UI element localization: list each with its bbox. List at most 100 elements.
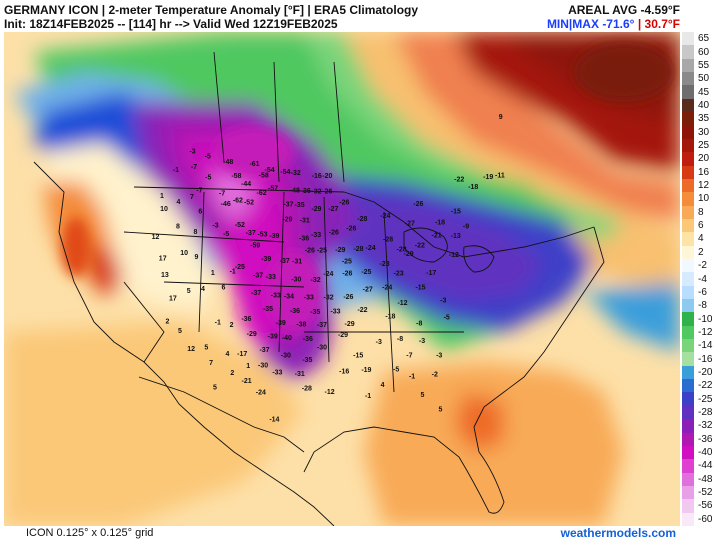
state-line-g	[383, 211, 395, 393]
anomaly-value: 2	[230, 370, 234, 377]
gulf-coastline	[303, 426, 505, 514]
areal-average: AREAL AVG -4.59°F	[568, 3, 680, 17]
colorbar-label: -52	[698, 487, 713, 499]
anomaly-value: -24	[256, 389, 266, 396]
footer: ICON 0.125° x 0.125° grid weathermodels.…	[0, 526, 720, 540]
anomaly-value: -29	[338, 332, 348, 339]
anomaly-value: -40	[282, 335, 292, 342]
anomaly-value: -36	[241, 316, 251, 323]
colorbar-label: -44	[698, 460, 713, 472]
anomaly-value: -1	[409, 373, 415, 380]
anomaly-value: -24	[382, 284, 392, 291]
anomaly-value: 5	[187, 288, 191, 295]
anomaly-value: 1	[160, 193, 164, 200]
anomaly-value: -32	[291, 170, 301, 177]
anomaly-value: -7	[406, 352, 412, 359]
anomaly-value: -31	[300, 218, 310, 225]
anomaly-value: -18	[385, 314, 395, 321]
colorbar-label: -4	[698, 273, 707, 285]
anomaly-value: -3	[212, 223, 218, 230]
anomaly-value: -32	[324, 295, 334, 302]
anomaly-value: 5	[204, 345, 208, 352]
anomaly-value: -53	[257, 232, 267, 239]
anomaly-value: -25	[361, 269, 371, 276]
anomaly-value: -58	[259, 172, 269, 179]
anomaly-value: -32	[312, 189, 322, 196]
anomaly-value: -3	[419, 338, 425, 345]
colorbar-swatch	[682, 512, 694, 527]
colorbar-label: 10	[698, 193, 710, 205]
anomaly-value: -12	[397, 300, 407, 307]
colorbar-label: 30	[698, 126, 710, 138]
colorbar-swatch	[682, 405, 694, 420]
anomaly-value: 7	[190, 194, 194, 201]
anomaly-value: -22	[415, 243, 425, 250]
anomaly-value: 13	[161, 272, 169, 279]
anomaly-value: -37	[317, 322, 327, 329]
colorbar-swatch	[682, 312, 694, 327]
anomaly-value: 8	[194, 229, 198, 236]
colorbar-swatch	[682, 58, 694, 73]
colorbar-label: -2	[698, 260, 707, 272]
lake-superior	[403, 227, 448, 263]
colorbar-swatch	[682, 472, 694, 487]
colorbar-swatch	[682, 45, 694, 60]
grid-note: ICON 0.125° x 0.125° grid	[26, 527, 154, 539]
anomaly-value: -29	[311, 206, 321, 213]
province-line-a	[213, 51, 225, 163]
anomaly-value: -30	[258, 362, 268, 369]
colorbar-label: -22	[698, 380, 713, 392]
title-line-2: Init: 18Z14FEB2025 -- [114] hr --> Valid…	[4, 17, 338, 31]
colorbar-swatch	[682, 485, 694, 500]
anomaly-value: -12	[325, 389, 335, 396]
colorbar-swatch	[682, 192, 694, 207]
anomaly-map-svg: -61-54-58 -54 -32 -16 -20-48-58-44-62-57 -48-…	[4, 32, 680, 526]
anomaly-value: -13	[451, 233, 461, 240]
anomaly-value: 5	[439, 406, 443, 413]
anomaly-value: -1	[173, 167, 179, 174]
state-line-d	[198, 191, 205, 333]
anomaly-value: -48	[290, 188, 300, 195]
anomaly-value: 17	[169, 296, 177, 303]
colorbar-swatch	[682, 152, 694, 166]
anomaly-value: -1	[215, 319, 221, 326]
colorbar-swatch	[682, 499, 694, 514]
anomaly-value: -5	[444, 315, 450, 322]
state-line-b	[203, 236, 285, 243]
colorbar-swatch	[682, 112, 694, 126]
colorbar-swatch	[682, 205, 694, 220]
colorbar-swatch	[682, 272, 694, 287]
colorbar-label: -10	[698, 313, 713, 325]
anomaly-value: -25	[342, 259, 352, 266]
anomaly-field-detail	[62, 42, 674, 332]
anomaly-value: -39	[269, 233, 279, 240]
colorbar-label: 4	[698, 233, 704, 245]
anomaly-value: -39	[261, 256, 271, 263]
anomaly-value: -39	[276, 320, 286, 327]
anomaly-value: -8	[397, 336, 403, 343]
anomaly-value: -59	[250, 243, 260, 250]
colorbar-swatch	[682, 432, 694, 447]
anomaly-value: -26	[305, 247, 315, 254]
anomaly-value: -8	[416, 321, 422, 328]
header: GERMANY ICON | 2-meter Temperature Anoma…	[0, 0, 720, 32]
anomaly-value: -33	[311, 232, 321, 239]
colorbar-swatch	[682, 365, 694, 380]
min-value: -71.6°	[602, 17, 635, 31]
anomaly-value: -30	[291, 276, 301, 283]
anomaly-value: -23	[380, 261, 390, 268]
anomaly-value: -27	[328, 206, 338, 213]
anomaly-value: 6	[222, 285, 226, 292]
anomaly-value: -37	[246, 230, 256, 237]
anomaly-value: -26	[343, 294, 353, 301]
colorbar-label: -20	[698, 366, 713, 378]
anomaly-value: -15	[353, 353, 363, 360]
anomaly-value: -46	[221, 201, 231, 208]
anomaly-value: -26	[346, 225, 356, 232]
colorbar-swatch	[682, 218, 694, 233]
colorbar-swatch	[682, 85, 694, 100]
anomaly-value: -37	[251, 290, 261, 297]
anomaly-value: -28	[357, 216, 367, 223]
colorbar-swatch	[682, 419, 694, 434]
anomaly-value: -12	[449, 252, 459, 259]
